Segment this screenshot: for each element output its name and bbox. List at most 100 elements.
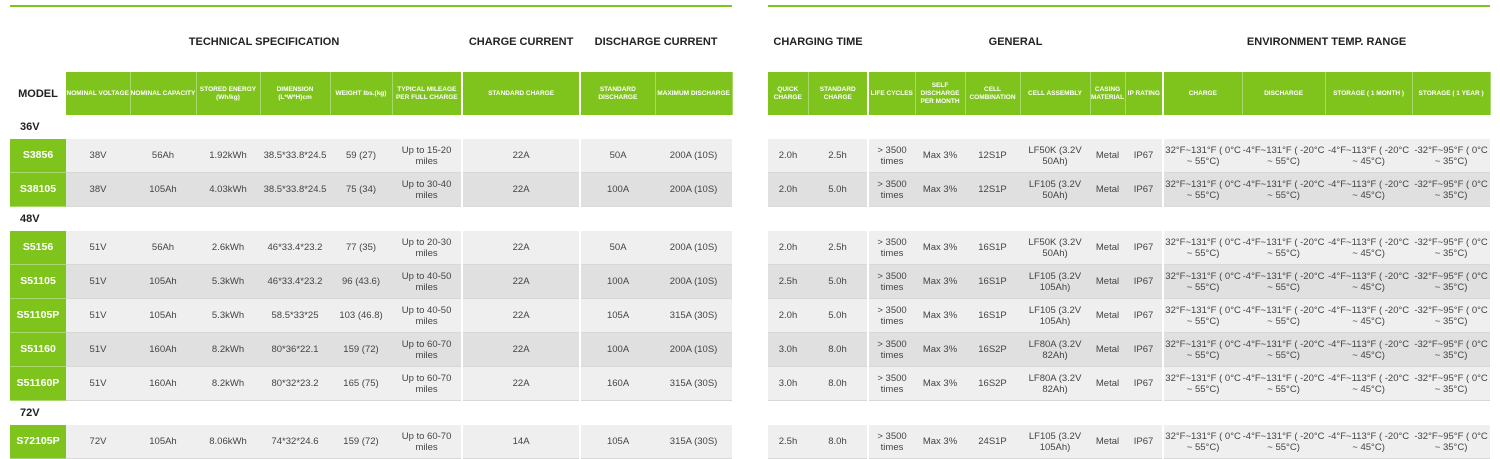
table-cell: 38.5*33.8*24.5	[260, 139, 330, 173]
table-cell: -4°F~131°F ( -20°C ~ 55°C)	[1242, 366, 1326, 401]
table-cell: 16S2P	[965, 366, 1021, 401]
table-cell: 32°F~131°F ( 0°C ~ 55°C)	[1163, 366, 1243, 401]
table-cell: 8.0h	[808, 332, 870, 367]
table-cell: 100A	[580, 172, 656, 207]
table-cell: Max 3%	[915, 264, 966, 299]
table-cell: 22A	[462, 231, 582, 265]
table-cell: -4°F~131°F ( -20°C ~ 55°C)	[1242, 231, 1326, 265]
table-cell: 80*32*23.2	[260, 366, 330, 401]
table-cell: Max 3%	[915, 298, 966, 333]
top-divider-right	[768, 5, 1490, 7]
table-row: 2.0h 2.5h > 3500 times Max 3% 12S1P LF50K (3.…	[768, 139, 1491, 173]
table-cell: -4°F~113°F ( -20°C ~ 45°C)	[1325, 264, 1413, 299]
table-cell: 160Ah	[130, 332, 196, 367]
table-cell: 159 (72)	[330, 425, 392, 459]
table-cell: 96 (43.6)	[330, 264, 392, 299]
table-cell: > 3500 times	[868, 425, 916, 459]
right-spec-table: CHARGING TIME GENERAL ENVIRONMENT TEMP. RA…	[768, 0, 1491, 459]
table-cell: 24S1P	[965, 425, 1021, 459]
table-row: S5156 51V 56Ah 2.6kWh 46*33.4*23.2 77 (35) Up …	[10, 231, 733, 265]
table-cell: 32°F~131°F ( 0°C ~ 55°C)	[1163, 231, 1243, 265]
table-cell: 16S1P	[965, 231, 1021, 265]
table-cell: 32°F~131°F ( 0°C ~ 55°C)	[1163, 298, 1243, 333]
table-row: 2.5h 5.0h > 3500 times Max 3% 16S1P LF105 (3.…	[768, 264, 1491, 299]
table-cell: 16S1P	[965, 298, 1021, 333]
table-cell: Up to 40-50 miles	[392, 264, 464, 299]
table-cell: IP67	[1125, 231, 1165, 265]
table-cell: 8.0h	[808, 366, 870, 401]
table-cell: -4°F~131°F ( -20°C ~ 55°C)	[1242, 264, 1326, 299]
column-header: IP RATING	[1125, 72, 1165, 115]
table-cell: 1.92kWh	[196, 139, 260, 173]
table-cell: LF80A (3.2V 82Ah)	[1020, 332, 1091, 367]
table-cell: IP67	[1125, 172, 1165, 207]
table-cell: 165 (75)	[330, 366, 392, 401]
table-cell: > 3500 times	[868, 366, 916, 401]
table-cell: 2.5h	[808, 139, 870, 173]
table-cell: Metal	[1090, 172, 1126, 207]
table-cell: -32°F~95°F ( 0°C ~ 35°C)	[1412, 425, 1491, 459]
model-cell: S72105P	[10, 425, 66, 459]
table-cell: -4°F~113°F ( -20°C ~ 45°C)	[1325, 231, 1413, 265]
table-cell: IP67	[1125, 332, 1165, 367]
model-cell: S51160P	[10, 366, 66, 401]
table-cell: LF105 (3.2V 105Ah)	[1020, 264, 1091, 299]
table-row: S72105P 72V 105Ah 8.06kWh 74*32*24.6 159 (72)…	[10, 425, 733, 459]
table-cell: Metal	[1090, 425, 1126, 459]
table-cell: Up to 60-70 miles	[392, 332, 464, 367]
table-row: 2.0h 5.0h > 3500 times Max 3% 16S1P LF105 (3.…	[768, 298, 1491, 333]
table-cell: -4°F~131°F ( -20°C ~ 55°C)	[1242, 139, 1326, 173]
voltage-section-label: 36V	[20, 121, 40, 133]
voltage-section-label: 48V	[20, 213, 40, 225]
model-cell: S3856	[10, 139, 66, 173]
table-row: S51105P 51V 105Ah 5.3kWh 58.5*33*25 103 (46.8…	[10, 298, 733, 333]
table-cell: 50A	[580, 231, 656, 265]
table-cell: -4°F~113°F ( -20°C ~ 45°C)	[1325, 139, 1413, 173]
table-cell: > 3500 times	[868, 139, 916, 173]
table-cell: 315A (30S)	[655, 298, 733, 333]
table-cell: 38.5*33.8*24.5	[260, 172, 330, 207]
table-cell: 16S2P	[965, 332, 1021, 367]
column-header: STANDARD CHARGE	[808, 72, 870, 115]
table-cell: IP67	[1125, 366, 1165, 401]
table-cell: -32°F~95°F ( 0°C ~ 35°C)	[1412, 264, 1491, 299]
table-row: S51160 51V 160Ah 8.2kWh 80*36*22.1 159 (72) Up…	[10, 332, 733, 367]
table-cell: 32°F~131°F ( 0°C ~ 55°C)	[1163, 172, 1243, 207]
table-row: 3.0h 8.0h > 3500 times Max 3% 16S2P LF80A (3.…	[768, 332, 1491, 367]
model-cell: S5156	[10, 231, 66, 265]
table-cell: 32°F~131°F ( 0°C ~ 55°C)	[1163, 264, 1243, 299]
table-cell: 105Ah	[130, 298, 196, 333]
table-cell: 72V	[66, 425, 130, 459]
table-cell: 22A	[462, 172, 582, 207]
table-cell: -32°F~95°F ( 0°C ~ 35°C)	[1412, 172, 1491, 207]
table-cell: 8.0h	[808, 425, 870, 459]
table-cell: 12S1P	[965, 172, 1021, 207]
column-header: CASING MATERIAL	[1090, 72, 1126, 115]
table-cell: LF105 (3.2V 50Ah)	[1020, 172, 1091, 207]
table-cell: 51V	[66, 298, 130, 333]
table-cell: 2.0h	[768, 298, 808, 333]
table-cell: 159 (72)	[330, 332, 392, 367]
table-cell: Max 3%	[915, 332, 966, 367]
table-cell: 8.06kWh	[196, 425, 260, 459]
table-cell: -32°F~95°F ( 0°C ~ 35°C)	[1412, 231, 1491, 265]
table-cell: 32°F~131°F ( 0°C ~ 55°C)	[1163, 139, 1243, 173]
table-cell: IP67	[1125, 425, 1165, 459]
table-cell: 4.03kWh	[196, 172, 260, 207]
table-cell: 56Ah	[130, 139, 196, 173]
table-cell: > 3500 times	[868, 332, 916, 367]
column-header: MAXIMUM DISCHARGE	[655, 72, 733, 115]
table-cell: LF80A (3.2V 82Ah)	[1020, 366, 1091, 401]
table-cell: IP67	[1125, 264, 1165, 299]
table-row: S51160P 51V 160Ah 8.2kWh 80*32*23.2 165 (75) U…	[10, 366, 733, 401]
table-cell: 22A	[462, 366, 582, 401]
table-cell: -32°F~95°F ( 0°C ~ 35°C)	[1412, 298, 1491, 333]
section-spacer	[768, 401, 1490, 426]
column-header: DIMENSION (L*W*H)cm	[260, 72, 331, 115]
group-header: TECHNICAL SPECIFICATION	[188, 36, 340, 48]
left-spec-table: TECHNICAL SPECIFICATION CHARGE CURRENT DIS…	[10, 0, 733, 459]
group-header: ENVIRONMENT TEMP. RANGE	[1246, 36, 1407, 48]
table-cell: -4°F~131°F ( -20°C ~ 55°C)	[1242, 298, 1326, 333]
table-cell: 3.0h	[768, 366, 808, 401]
table-cell: IP67	[1125, 139, 1165, 173]
